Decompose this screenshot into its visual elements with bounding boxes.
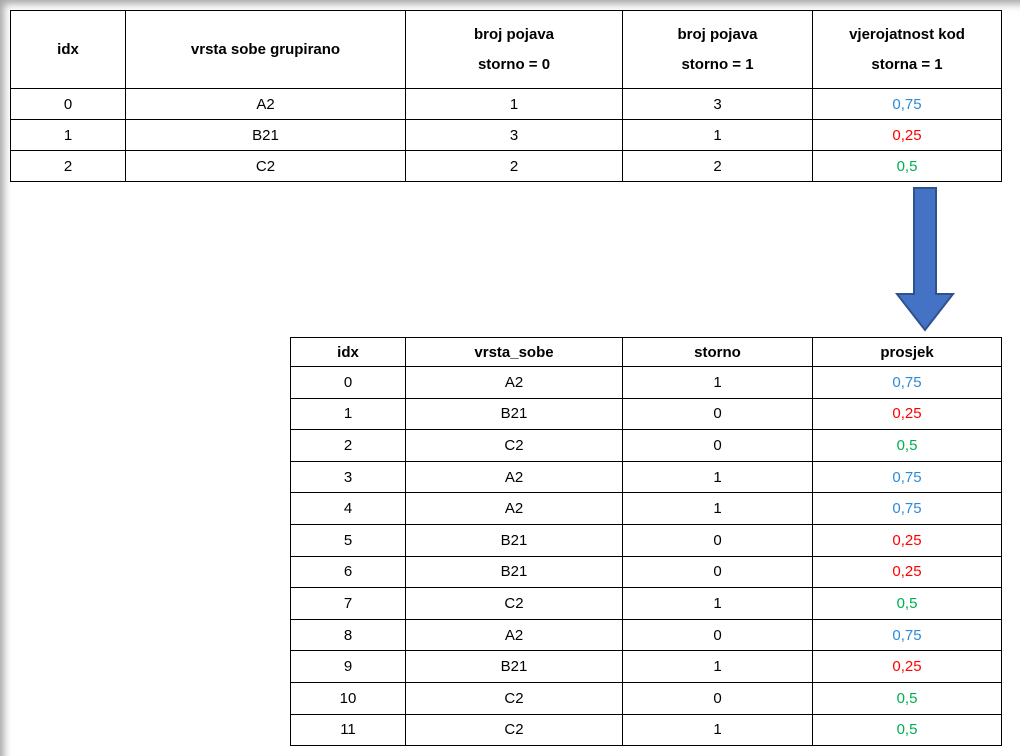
table-cell: 0,25 bbox=[812, 555, 1002, 589]
table-cell: 2 bbox=[10, 150, 126, 182]
table-cell: A2 bbox=[405, 460, 623, 494]
table-cell: 1 bbox=[10, 119, 126, 151]
table-cell: A2 bbox=[405, 618, 623, 652]
table-cell: B21 bbox=[405, 650, 623, 683]
header-cell: storno bbox=[622, 337, 813, 367]
table-cell: 0 bbox=[622, 523, 813, 557]
table-row: 1 B21 0 0,25 bbox=[290, 397, 1002, 431]
header-row: idx vrsta_sobe storno prosjek bbox=[290, 337, 1002, 367]
table-row: 9 B21 1 0,25 bbox=[290, 650, 1002, 683]
table-cell: 1 bbox=[622, 713, 813, 747]
table-cell: 3 bbox=[290, 460, 406, 494]
table-cell: 1 bbox=[622, 492, 813, 525]
down-arrow bbox=[894, 187, 956, 332]
table-cell: A2 bbox=[405, 366, 623, 399]
table-cell: 9 bbox=[290, 650, 406, 683]
table-cell: 0,5 bbox=[812, 587, 1002, 620]
table-cell: B21 bbox=[405, 523, 623, 557]
header-cell: broj pojava storno = 1 bbox=[622, 10, 813, 89]
table-cell: C2 bbox=[125, 150, 406, 182]
table-cell: C2 bbox=[405, 429, 623, 462]
table-cell: 1 bbox=[622, 650, 813, 683]
table-cell: 0 bbox=[622, 397, 813, 431]
header-cell: idx bbox=[290, 337, 406, 367]
table-cell: B21 bbox=[125, 119, 406, 151]
table-cell: 1 bbox=[622, 587, 813, 620]
table-cell: 11 bbox=[290, 713, 406, 747]
table-row: 3 A2 1 0,75 bbox=[290, 460, 1002, 494]
table-cell: 5 bbox=[290, 523, 406, 557]
table-cell: C2 bbox=[405, 587, 623, 620]
table-cell: 0 bbox=[622, 429, 813, 462]
table-cell: B21 bbox=[405, 555, 623, 589]
table-row: 4 A2 1 0,75 bbox=[290, 492, 1002, 525]
table-row: 8 A2 0 0,75 bbox=[290, 618, 1002, 652]
table-cell: A2 bbox=[405, 492, 623, 525]
table-cell: 1 bbox=[622, 460, 813, 494]
table-row: 7 C2 1 0,5 bbox=[290, 587, 1002, 620]
table-cell: 2 bbox=[405, 150, 623, 182]
table-cell: 0 bbox=[10, 88, 126, 120]
table-cell: 0,5 bbox=[812, 713, 1002, 747]
table-cell: 8 bbox=[290, 618, 406, 652]
table-cell: 0,75 bbox=[812, 492, 1002, 525]
bottom-table: idx vrsta_sobe storno prosjek 0 A2 1 0,75 1 B21 0… bbox=[290, 337, 1002, 747]
table-row: 11 C2 1 0,5 bbox=[290, 713, 1002, 747]
table-cell: B21 bbox=[405, 397, 623, 431]
table-cell: 1 bbox=[290, 397, 406, 431]
table-row: 0 A2 1 3 0,75 bbox=[10, 88, 1002, 120]
table-cell: 1 bbox=[405, 88, 623, 120]
table-cell: C2 bbox=[405, 681, 623, 715]
table-cell: C2 bbox=[405, 713, 623, 747]
header-row: idx vrsta sobe grupirano broj pojava storn… bbox=[10, 10, 1002, 89]
table-cell: 1 bbox=[622, 119, 813, 151]
table-cell: 0,25 bbox=[812, 119, 1002, 151]
table-cell: 6 bbox=[290, 555, 406, 589]
table-cell: 0,5 bbox=[812, 150, 1002, 182]
table-row: 2 C2 2 2 0,5 bbox=[10, 150, 1002, 182]
table-cell: 0,25 bbox=[812, 523, 1002, 557]
table-cell: 0,25 bbox=[812, 397, 1002, 431]
table-cell: 0 bbox=[290, 366, 406, 399]
table-cell: 0,75 bbox=[812, 618, 1002, 652]
table-cell: 3 bbox=[405, 119, 623, 151]
table-row: 6 B21 0 0,25 bbox=[290, 555, 1002, 589]
table-cell: A2 bbox=[125, 88, 406, 120]
table-row: 1 B21 3 1 0,25 bbox=[10, 119, 1002, 151]
table-row: 10 C2 0 0,5 bbox=[290, 681, 1002, 715]
table-cell: 0,75 bbox=[812, 460, 1002, 494]
table-row: 5 B21 0 0,25 bbox=[290, 523, 1002, 557]
table-cell: 0,75 bbox=[812, 88, 1002, 120]
table-cell: 0,25 bbox=[812, 650, 1002, 683]
header-cell: idx bbox=[10, 10, 126, 89]
table-cell: 1 bbox=[622, 366, 813, 399]
table-cell: 0 bbox=[622, 681, 813, 715]
table-row: 2 C2 0 0,5 bbox=[290, 429, 1002, 462]
table-cell: 2 bbox=[290, 429, 406, 462]
table-cell: 2 bbox=[622, 150, 813, 182]
header-cell: vrsta_sobe bbox=[405, 337, 623, 367]
header-cell: broj pojava storno = 0 bbox=[405, 10, 623, 89]
header-cell: vrsta sobe grupirano bbox=[125, 10, 406, 89]
table-cell: 10 bbox=[290, 681, 406, 715]
table-cell: 0 bbox=[622, 555, 813, 589]
table-row: 0 A2 1 0,75 bbox=[290, 366, 1002, 399]
top-table: idx vrsta sobe grupirano broj pojava storn… bbox=[10, 10, 1002, 182]
table-cell: 7 bbox=[290, 587, 406, 620]
header-cell: prosjek bbox=[812, 337, 1002, 367]
table-cell: 0,75 bbox=[812, 366, 1002, 399]
table-cell: 4 bbox=[290, 492, 406, 525]
table-cell: 3 bbox=[622, 88, 813, 120]
table-cell: 0,5 bbox=[812, 429, 1002, 462]
table-cell: 0,5 bbox=[812, 681, 1002, 715]
table-cell: 0 bbox=[622, 618, 813, 652]
header-cell: vjerojatnost kod storna = 1 bbox=[812, 10, 1002, 89]
